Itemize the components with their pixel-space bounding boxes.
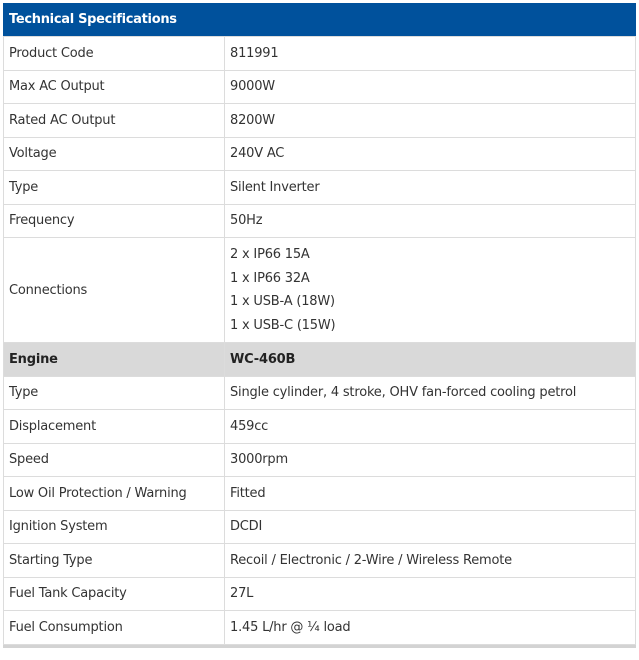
table-row: Voltage 240V AC <box>3 136 636 171</box>
spec-label: Ignition System <box>3 509 225 544</box>
connection-item: 1 x USB-C (15W) <box>230 317 336 333</box>
spec-label: Connections <box>3 237 225 343</box>
table-row: Type Silent Inverter <box>3 170 636 205</box>
spec-label: Starting Type <box>3 543 225 578</box>
table-row: Frequency 50Hz <box>3 203 636 238</box>
spec-label: Type <box>3 375 225 410</box>
spec-value: 811991 <box>224 36 636 71</box>
spec-label: Fuel Tank Capacity <box>3 576 225 611</box>
connection-item: 2 x IP66 15A <box>230 247 310 262</box>
spec-value: Single cylinder, 4 stroke, OHV fan-force… <box>224 375 636 410</box>
spec-label: Low Oil Protection / Warning <box>3 476 225 511</box>
table-row: Fuel Consumption 1.45 L/hr @ ¼ load <box>3 610 636 645</box>
spec-table-container: Technical Specifications Product Code 811… <box>3 3 636 648</box>
spec-table: Product Code 811991 Max AC Output 9000W Rate… <box>3 36 636 645</box>
table-row: Type Single cylinder, 4 stroke, OHV fan-f… <box>3 375 636 410</box>
table-row: Connections 2 x IP66 15A 1 x IP66 32A 1 x U… <box>3 237 636 343</box>
spec-label: Type <box>3 170 225 205</box>
spec-value: 2 x IP66 15A 1 x IP66 32A 1 x USB-A (18W) 1… <box>224 237 636 343</box>
spec-value: 8200W <box>224 103 636 138</box>
spec-value: 9000W <box>224 69 636 104</box>
spec-value: Recoil / Electronic / 2-Wire / Wireless … <box>224 543 636 578</box>
spec-label: Displacement <box>3 409 225 444</box>
table-row: Rated AC Output 8200W <box>3 103 636 138</box>
spec-value: Fitted <box>224 476 636 511</box>
spec-value: 240V AC <box>224 136 636 171</box>
spec-value: 459cc <box>224 409 636 444</box>
spec-value: 1.45 L/hr @ ¼ load <box>224 610 636 645</box>
spec-label: Engine <box>3 342 225 377</box>
connection-item: 1 x IP66 32A <box>230 270 310 286</box>
spec-label: Rated AC Output <box>3 103 225 138</box>
spec-label: Fuel Consumption <box>3 610 225 645</box>
spec-label: Speed <box>3 442 225 477</box>
table-row: Product Code 811991 <box>3 36 636 71</box>
table-row: Ignition System DCDI <box>3 509 636 544</box>
connection-item: 1 x USB-A (18W) <box>230 294 335 309</box>
table-row: Max AC Output 9000W <box>3 69 636 104</box>
table-row: Low Oil Protection / Warning Fitted <box>3 476 636 511</box>
spec-value: DCDI <box>224 509 636 544</box>
table-row: Speed 3000rpm <box>3 442 636 477</box>
spec-label: Product Code <box>3 36 225 71</box>
table-row: Displacement 459cc <box>3 409 636 444</box>
spec-label: Voltage <box>3 136 225 171</box>
table-bottom-border <box>3 644 636 648</box>
spec-value: 27L <box>224 576 636 611</box>
table-row: Starting Type Recoil / Electronic / 2-Wir… <box>3 543 636 578</box>
spec-value: 3000rpm <box>224 442 636 477</box>
spec-label: Max AC Output <box>3 69 225 104</box>
section-row: Engine WC-460B <box>3 342 636 377</box>
spec-label: Frequency <box>3 203 225 238</box>
table-title: Technical Specifications <box>3 3 636 36</box>
spec-value: 50Hz <box>224 203 636 238</box>
spec-value: WC-460B <box>224 342 636 377</box>
table-row: Fuel Tank Capacity 27L <box>3 576 636 611</box>
spec-value: Silent Inverter <box>224 170 636 205</box>
